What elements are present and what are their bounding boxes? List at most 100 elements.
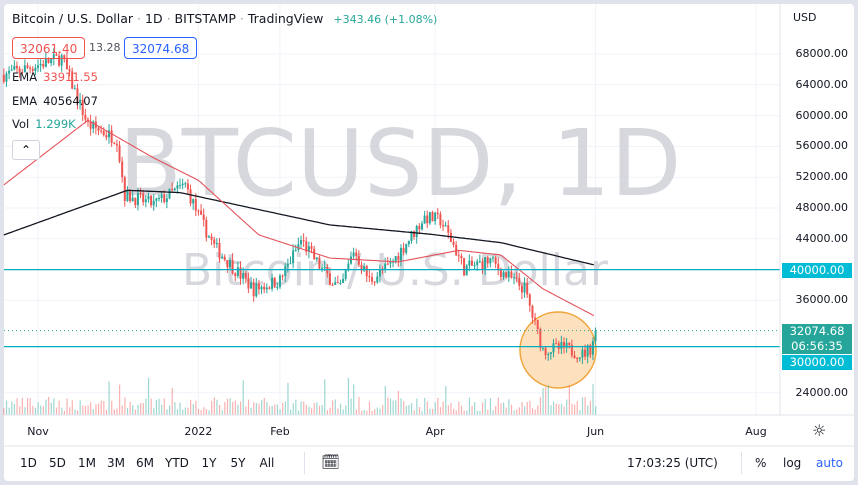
volume-bar <box>445 386 447 415</box>
candle-body <box>113 142 116 144</box>
candle-body <box>231 260 234 274</box>
candle-body <box>336 282 339 284</box>
volume-bar <box>211 400 213 415</box>
volume-bar <box>13 403 16 415</box>
legend-volume[interactable]: Vol 1.299K <box>12 117 76 131</box>
volume-bar <box>21 397 23 415</box>
time-tick: Feb <box>270 425 290 438</box>
volume-bar <box>458 401 460 415</box>
candle-body <box>147 195 150 200</box>
candle-body <box>210 236 213 240</box>
log-toggle[interactable]: log <box>783 456 802 470</box>
volume-bar <box>158 398 160 415</box>
candle-body <box>328 273 331 285</box>
volume-bar <box>203 407 205 415</box>
candle-body <box>531 305 534 318</box>
candle-body <box>491 257 494 259</box>
volume-bar <box>429 408 431 415</box>
candle-body <box>39 63 42 66</box>
legend-ema-slow[interactable]: EMA 40564.07 <box>12 94 98 108</box>
range-button-1d[interactable]: 1D <box>20 456 37 470</box>
percent-toggle[interactable]: % <box>755 456 767 470</box>
candle-body <box>184 183 187 185</box>
calendar-goto-icon[interactable]: 🗓 <box>321 453 341 471</box>
buy-price-button[interactable]: 32074.68 <box>124 37 198 59</box>
interval[interactable]: 1D <box>145 11 163 26</box>
currency-label[interactable]: USD <box>793 11 817 24</box>
candle-body <box>520 285 523 293</box>
range-button-6m[interactable]: 6M <box>136 456 154 470</box>
candle-body <box>244 273 247 279</box>
candle-body <box>468 260 471 266</box>
sell-price-button[interactable]: 32061.40 <box>12 37 86 59</box>
volume-bar <box>547 385 549 415</box>
chart-title: Bitcoin / U.S. Dollar · 1D · BITSTAMP · … <box>12 11 438 26</box>
gear-icon[interactable]: ☼ <box>812 421 827 440</box>
range-button-1m[interactable]: 1M <box>78 456 96 470</box>
price-tick: 52000.00 <box>795 170 849 184</box>
volume-bar <box>245 406 247 415</box>
volume-bar <box>192 403 194 415</box>
candle-body <box>218 242 221 259</box>
range-button-ytd[interactable]: YTD <box>165 456 189 470</box>
volume-bar <box>258 403 260 415</box>
volume-bar <box>453 408 455 415</box>
range-button-3m[interactable]: 3M <box>107 456 125 470</box>
volume-bar <box>389 398 392 415</box>
candle-body <box>71 71 74 89</box>
auto-scale-toggle[interactable]: auto <box>816 456 844 470</box>
price-tick: 64000.00 <box>795 77 849 91</box>
range-button-all[interactable]: All <box>259 456 275 470</box>
volume-bar <box>347 377 350 415</box>
candle-body <box>255 283 258 297</box>
candle-body <box>470 260 473 266</box>
range-button-5d[interactable]: 5D <box>49 456 66 470</box>
candle-body <box>213 239 216 244</box>
chevron-up-icon: ⌃ <box>20 143 32 157</box>
clock[interactable]: 17:03:25 (UTC) <box>627 456 718 470</box>
candle-body <box>310 246 313 249</box>
candle-body <box>415 225 418 237</box>
candle-body <box>384 263 387 271</box>
candle-body <box>447 225 450 233</box>
volume-bar <box>495 406 497 415</box>
volume-bar <box>397 390 400 415</box>
collapse-legend-button[interactable]: ⌃ <box>12 140 40 160</box>
candle-body <box>513 277 516 279</box>
candle-body <box>207 236 210 238</box>
legend-ema-fast[interactable]: EMA 33911.55 <box>12 70 98 84</box>
candle-body <box>394 256 397 262</box>
candle-body <box>115 143 118 146</box>
volume-bar <box>531 407 534 415</box>
volume-bar <box>16 398 18 415</box>
candle-body <box>505 272 508 278</box>
volume-bar <box>113 409 115 415</box>
candle-body <box>489 258 492 264</box>
volume-bar <box>576 401 578 415</box>
volume-bar <box>505 407 507 415</box>
candle-body <box>252 282 255 297</box>
volume-bar <box>479 410 481 415</box>
volume-bar <box>555 403 557 415</box>
volume-bar <box>124 397 126 415</box>
candle-body <box>228 260 231 268</box>
volume-bar <box>29 398 31 415</box>
volume-bar <box>368 401 371 415</box>
price-tick: 60000.00 <box>795 108 849 122</box>
volume-bar <box>126 408 129 415</box>
volume-bar <box>176 409 179 415</box>
volume-bar <box>526 402 528 415</box>
range-button-1y[interactable]: 1Y <box>201 456 217 470</box>
candle-body <box>349 256 352 264</box>
candle-body <box>478 261 481 263</box>
range-button-5y[interactable]: 5Y <box>230 456 246 470</box>
volume-bar <box>74 409 76 415</box>
candle-body <box>65 59 68 70</box>
candle-body <box>323 266 326 268</box>
volume-bar <box>140 402 142 415</box>
volume-bar <box>492 410 494 415</box>
candle-body <box>176 185 179 189</box>
volume-bar <box>400 398 402 415</box>
volume-bar <box>287 382 289 415</box>
